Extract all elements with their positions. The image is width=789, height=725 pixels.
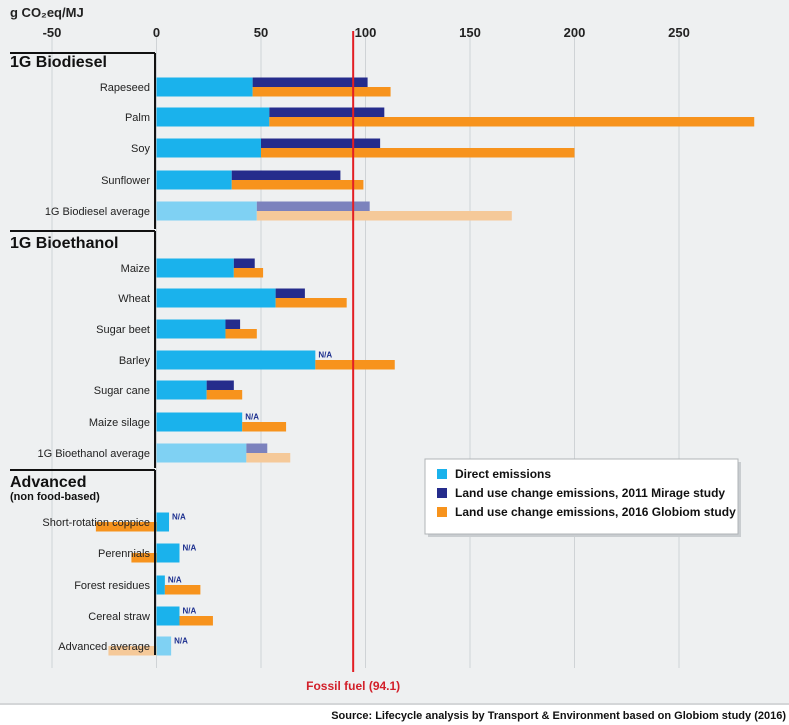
bar-luc-globiom xyxy=(315,360,395,370)
bar-luc-globiom xyxy=(269,117,755,127)
category-label: Maize silage xyxy=(89,417,150,429)
group-title: 1G Bioethanol xyxy=(10,235,118,252)
legend-box xyxy=(424,458,739,535)
x-tick-label: 50 xyxy=(254,25,268,40)
group-title: Advanced xyxy=(10,474,86,491)
category-label: Perennials xyxy=(98,548,150,560)
category-label: 1G Biodiesel average xyxy=(45,206,150,218)
na-label: N/A xyxy=(172,513,186,522)
bar-luc-globiom xyxy=(261,148,575,158)
bar-luc-globiom xyxy=(95,522,157,532)
bar-luc-globiom xyxy=(242,422,287,432)
na-label: N/A xyxy=(318,351,332,360)
bar-direct-emissions xyxy=(156,512,170,532)
bar-direct-emissions xyxy=(156,170,232,190)
category-label: Sugar beet xyxy=(96,324,150,336)
na-label: N/A xyxy=(182,544,196,553)
bar-luc-globiom xyxy=(246,453,291,463)
na-label: N/A xyxy=(174,637,188,646)
category-label: Short-rotation coppice xyxy=(42,517,150,529)
bar-luc-globiom xyxy=(108,646,157,656)
x-tick-label: 250 xyxy=(668,25,690,40)
group-title: 1G Biodiesel xyxy=(10,54,107,71)
category-label: Advanced average xyxy=(58,641,150,653)
legend-swatch xyxy=(437,507,447,517)
x-tick-label: 150 xyxy=(459,25,481,40)
bar-luc-mirage xyxy=(231,170,341,180)
bar-direct-emissions xyxy=(156,380,207,400)
category-label: Sugar cane xyxy=(94,385,150,397)
bar-direct-emissions xyxy=(156,350,316,370)
bar-luc-mirage xyxy=(261,138,381,148)
category-label: Palm xyxy=(125,112,150,124)
bar-luc-mirage xyxy=(233,258,255,268)
bar-luc-mirage xyxy=(225,319,241,329)
bar-direct-emissions xyxy=(156,606,180,626)
bar-luc-globiom xyxy=(275,298,347,308)
bar-direct-emissions xyxy=(156,543,180,563)
na-label: N/A xyxy=(182,607,196,616)
bar-luc-globiom xyxy=(252,87,391,97)
footer-background xyxy=(0,705,789,725)
x-tick-label: 100 xyxy=(355,25,377,40)
category-label: Maize xyxy=(121,263,150,275)
fossil-fuel-label: Fossil fuel (94.1) xyxy=(306,679,400,693)
bar-luc-globiom xyxy=(179,616,213,626)
legend-swatch xyxy=(437,469,447,479)
bar-luc-globiom xyxy=(206,390,243,400)
legend-label: Land use change emissions, 2016 Globiom … xyxy=(455,505,736,519)
x-tick-label: 200 xyxy=(564,25,586,40)
category-label: 1G Bioethanol average xyxy=(37,448,150,460)
bar-direct-emissions xyxy=(156,201,257,221)
bar-luc-mirage xyxy=(256,201,370,211)
group-subtitle: (non food-based) xyxy=(10,491,100,503)
category-label: Soy xyxy=(131,143,150,155)
bar-direct-emissions xyxy=(156,258,234,278)
category-label: Forest residues xyxy=(74,580,150,592)
bar-luc-globiom xyxy=(231,180,364,190)
bar-luc-globiom xyxy=(256,211,512,221)
bar-direct-emissions xyxy=(156,575,165,595)
x-tick-label: 0 xyxy=(153,25,160,40)
legend-swatch xyxy=(437,488,447,498)
na-label: N/A xyxy=(168,576,182,585)
category-label: Barley xyxy=(119,355,151,367)
bar-luc-mirage xyxy=(206,380,234,390)
category-label: Cereal straw xyxy=(88,611,150,623)
bar-luc-mirage xyxy=(252,77,368,87)
bar-direct-emissions xyxy=(156,319,226,339)
x-axis-unit-label: g CO₂eq/MJ xyxy=(10,5,84,20)
bar-direct-emissions xyxy=(156,636,172,656)
legend-label: Direct emissions xyxy=(455,467,551,481)
bar-luc-globiom xyxy=(131,553,157,563)
bar-luc-mirage xyxy=(246,443,268,453)
category-label: Sunflower xyxy=(101,175,150,187)
category-label: Wheat xyxy=(118,293,150,305)
na-label: N/A xyxy=(245,413,259,422)
bar-direct-emissions xyxy=(156,77,253,97)
category-label: Rapeseed xyxy=(100,82,150,94)
bar-direct-emissions xyxy=(156,107,270,127)
bar-luc-globiom xyxy=(233,268,264,278)
bar-direct-emissions xyxy=(156,138,261,158)
bar-direct-emissions xyxy=(156,288,276,308)
bar-luc-globiom xyxy=(225,329,257,339)
legend-label: Land use change emissions, 2011 Mirage s… xyxy=(455,486,725,500)
bar-luc-mirage xyxy=(275,288,305,298)
bar-direct-emissions xyxy=(156,443,247,463)
x-tick-label: -50 xyxy=(43,25,62,40)
source-note: Source: Lifecycle analysis by Transport … xyxy=(331,710,786,722)
bar-luc-globiom xyxy=(164,585,201,595)
bar-luc-mirage xyxy=(269,107,385,117)
bar-direct-emissions xyxy=(156,412,243,432)
